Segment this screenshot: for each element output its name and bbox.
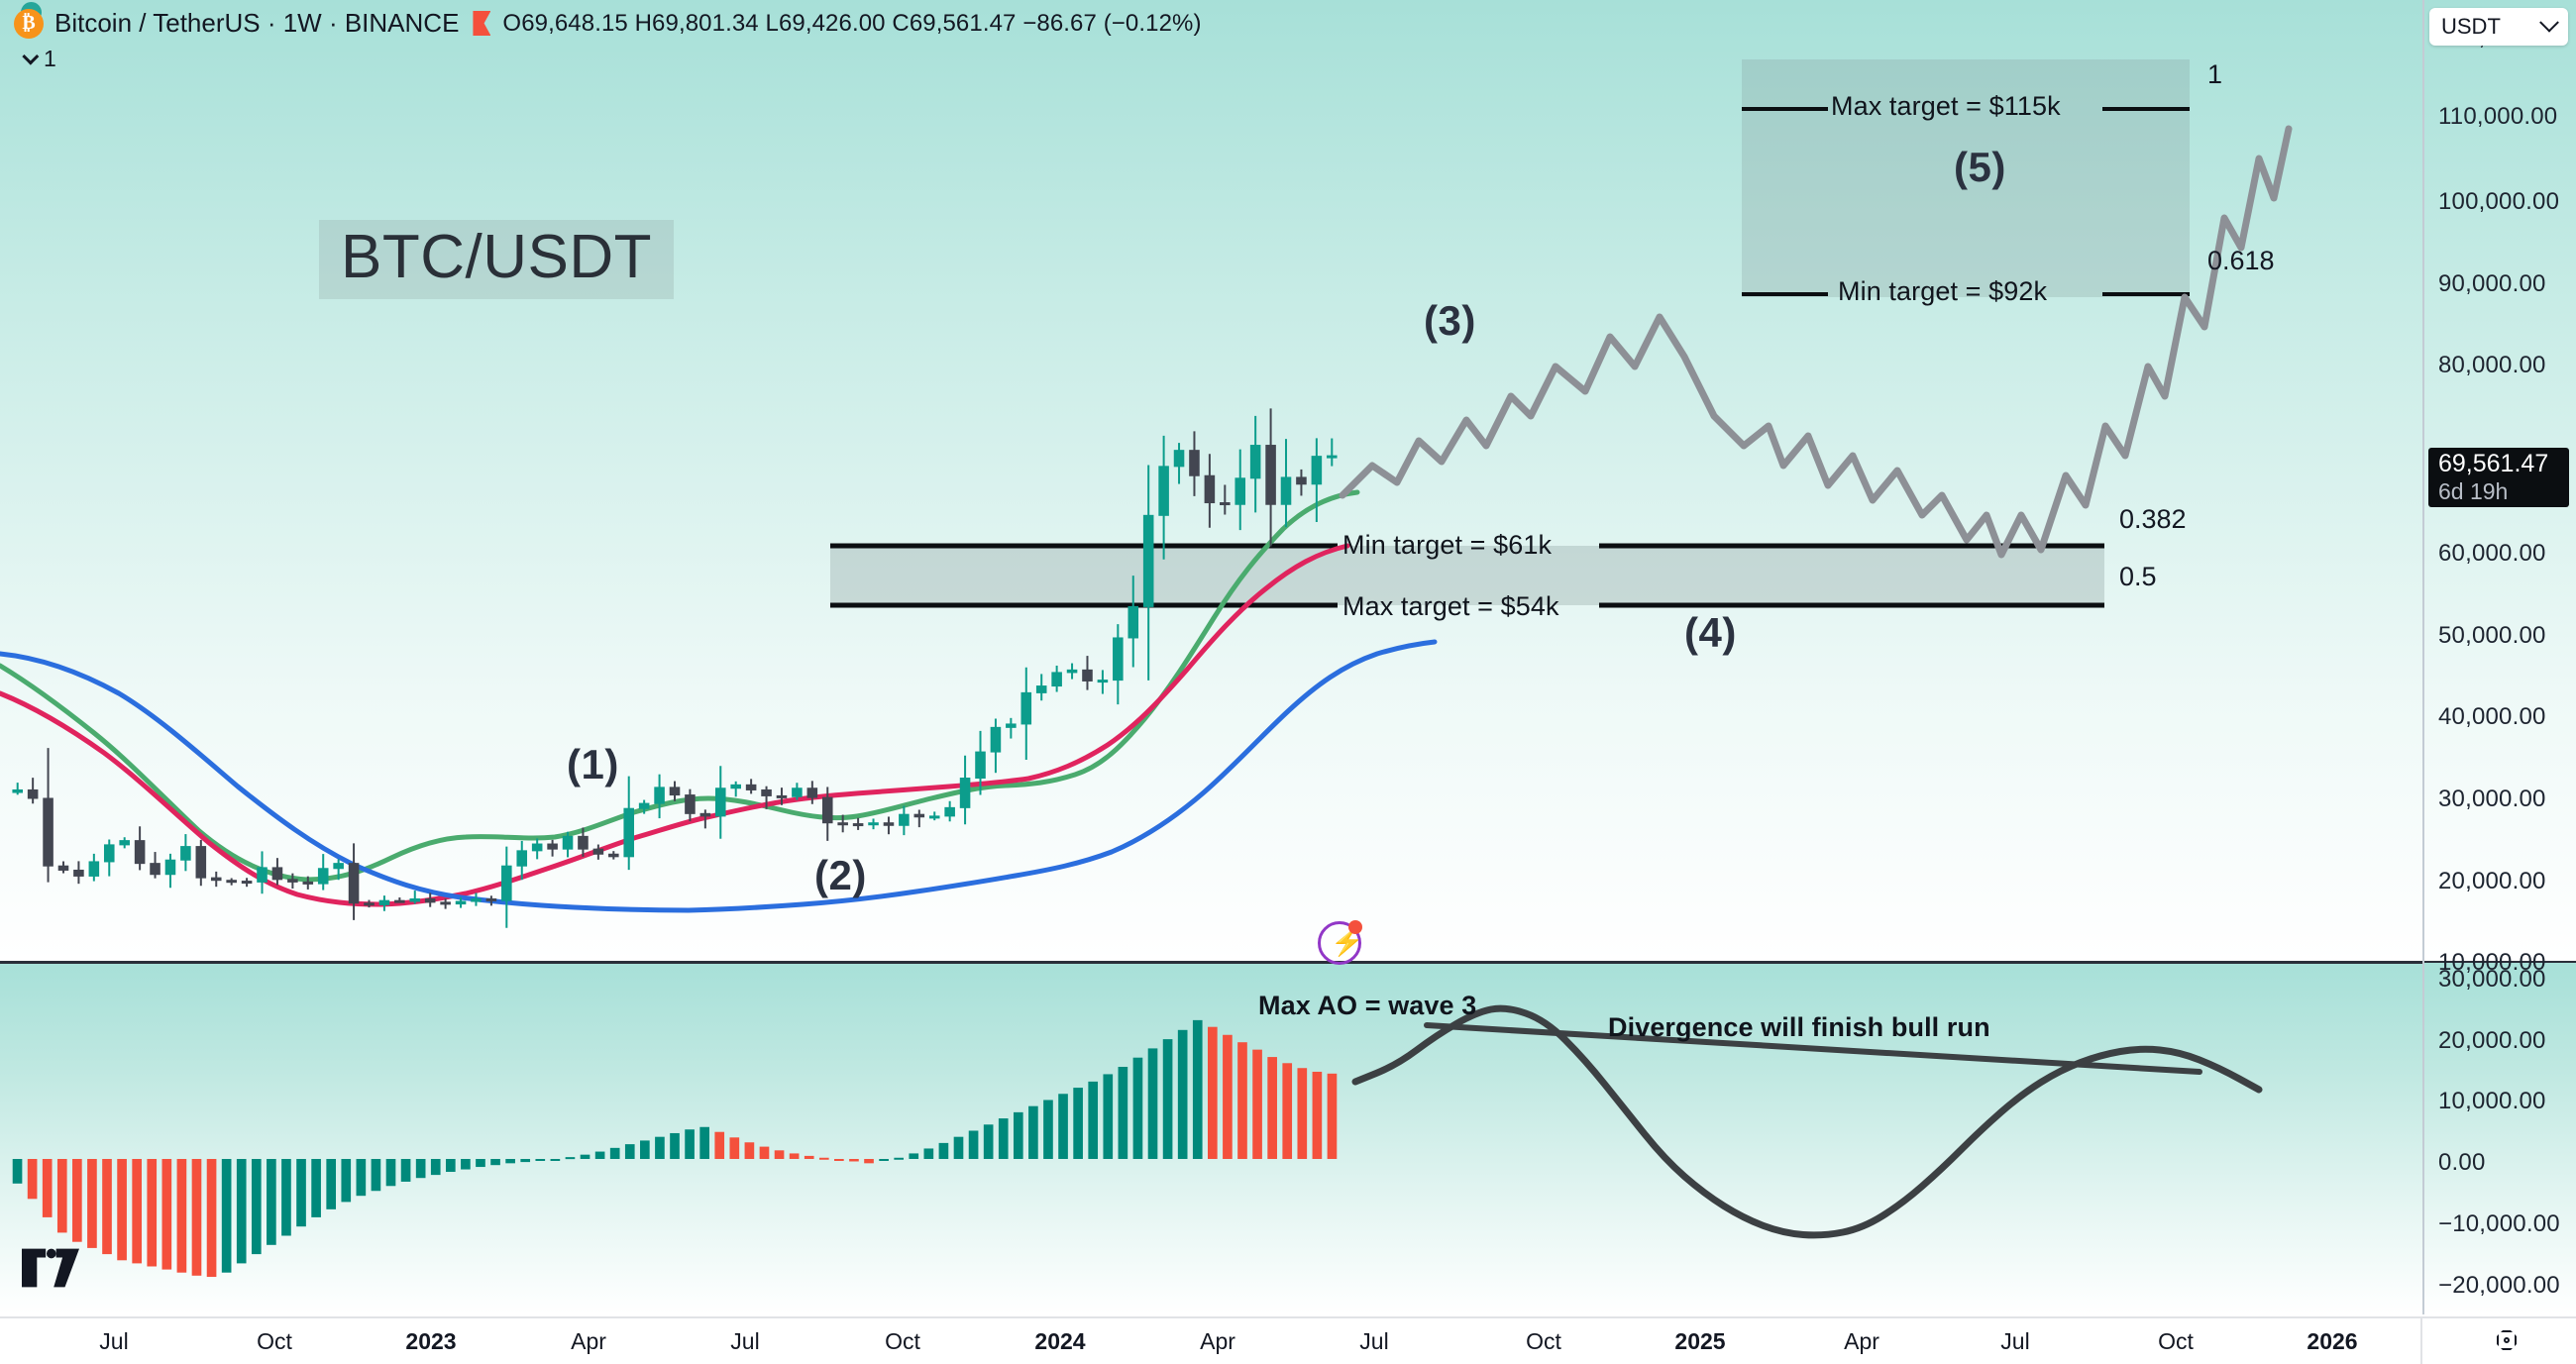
gear-icon bbox=[2497, 1330, 2517, 1350]
fib-level-0618: 0.618 bbox=[2207, 246, 2275, 275]
bolt-glyph: ⚡ bbox=[1331, 927, 1364, 957]
ao-projection-line bbox=[1351, 1004, 2263, 1239]
wave-label-2: (2) bbox=[814, 852, 867, 898]
time-scale-settings-button[interactable] bbox=[2492, 1325, 2522, 1355]
ohlc-values: O69,648.15 H69,801.34 L69,426.00 C69,561… bbox=[502, 9, 1202, 37]
annotation-max-target-54k: Max target = $54k bbox=[1342, 591, 1559, 621]
legend-collapse-toggle[interactable]: 1 bbox=[14, 43, 68, 75]
chevron-down-icon bbox=[2539, 12, 2559, 33]
annotation-max-ao: Max AO = wave 3 bbox=[1258, 991, 1477, 1020]
annotation-max-target-115k: Max target = $115k bbox=[1831, 91, 2061, 121]
time-tick-oct: Oct bbox=[2158, 1328, 2194, 1354]
ma-blue-line bbox=[0, 639, 1438, 913]
annotation-min-target-92k: Min target = $92k bbox=[1838, 276, 2048, 306]
time-tick-jul: Jul bbox=[1359, 1328, 1389, 1354]
time-tick-jul: Jul bbox=[2000, 1328, 2030, 1354]
time-tick-apr: Apr bbox=[1844, 1328, 1879, 1354]
legend-main-row: ₿ Bitcoin / TetherUS · 1W · BINANCE O69,… bbox=[14, 1, 1202, 39]
time-tick-apr: Apr bbox=[1200, 1328, 1235, 1354]
time-tick-oct: Oct bbox=[885, 1328, 920, 1354]
lightning-ring bbox=[1318, 921, 1361, 965]
symbol-title[interactable]: Bitcoin / TetherUS · 1W · BINANCE bbox=[54, 8, 460, 38]
currency-unit-label: USDT bbox=[2441, 14, 2501, 39]
time-scale-separator bbox=[2420, 1316, 2422, 1364]
annotation-min-target-61k: Min target = $61k bbox=[1342, 530, 1553, 560]
time-tick-2024: 2024 bbox=[1034, 1328, 1086, 1354]
wave-label-4: (4) bbox=[1684, 609, 1737, 656]
notification-dot bbox=[1348, 920, 1362, 934]
time-tick-jul: Jul bbox=[99, 1328, 129, 1354]
fib-zone-lower bbox=[830, 546, 2104, 605]
chart-legend: ₿ Bitcoin / TetherUS · 1W · BINANCE O69,… bbox=[0, 0, 1202, 75]
tradingview-logo[interactable] bbox=[22, 1248, 79, 1293]
time-tick-2025: 2025 bbox=[1674, 1328, 1726, 1354]
time-tick-jul: Jul bbox=[730, 1328, 760, 1354]
wave-label-3: (3) bbox=[1424, 297, 1476, 344]
chevron-down-icon bbox=[22, 48, 40, 65]
divergence-trendline bbox=[1424, 1022, 2202, 1075]
wave-projection-line bbox=[1339, 125, 2293, 559]
wave-label-1: (1) bbox=[567, 741, 619, 787]
pane-separator[interactable] bbox=[0, 961, 2576, 964]
lightning-alert-icon[interactable]: ⚡ bbox=[1318, 920, 1364, 965]
time-tick-oct: Oct bbox=[1526, 1328, 1561, 1354]
annotation-divergence: Divergence will finish bull run bbox=[1608, 1012, 1990, 1042]
wave-label-5: (5) bbox=[1954, 144, 2006, 190]
chart-watermark: BTC/USDT bbox=[319, 220, 674, 299]
time-tick-apr: Apr bbox=[571, 1328, 606, 1354]
time-scale[interactable]: Jul Oct 2023 Apr Jul Oct 2024 Apr Jul Oct 2025 Apr J… bbox=[0, 1316, 2576, 1364]
candlestick-series bbox=[12, 408, 1338, 928]
bitcoin-icon: ₿ bbox=[14, 1, 44, 39]
collapse-count: 1 bbox=[44, 46, 56, 71]
fib-level-0382: 0.382 bbox=[2119, 504, 2187, 534]
currency-unit-select[interactable]: USDT bbox=[2429, 8, 2568, 46]
fib-level-05: 0.5 bbox=[2119, 562, 2157, 591]
ao-histogram-series bbox=[12, 1019, 1338, 1278]
fib-level-1: 1 bbox=[2207, 59, 2223, 89]
time-tick-2023: 2023 bbox=[405, 1328, 457, 1354]
time-tick-2026: 2026 bbox=[2307, 1328, 2358, 1354]
candle-type-icon[interactable] bbox=[473, 11, 491, 36]
fib-zone-upper bbox=[1742, 59, 2190, 297]
ma-pink-line bbox=[0, 543, 1350, 907]
time-tick-oct: Oct bbox=[257, 1328, 292, 1354]
